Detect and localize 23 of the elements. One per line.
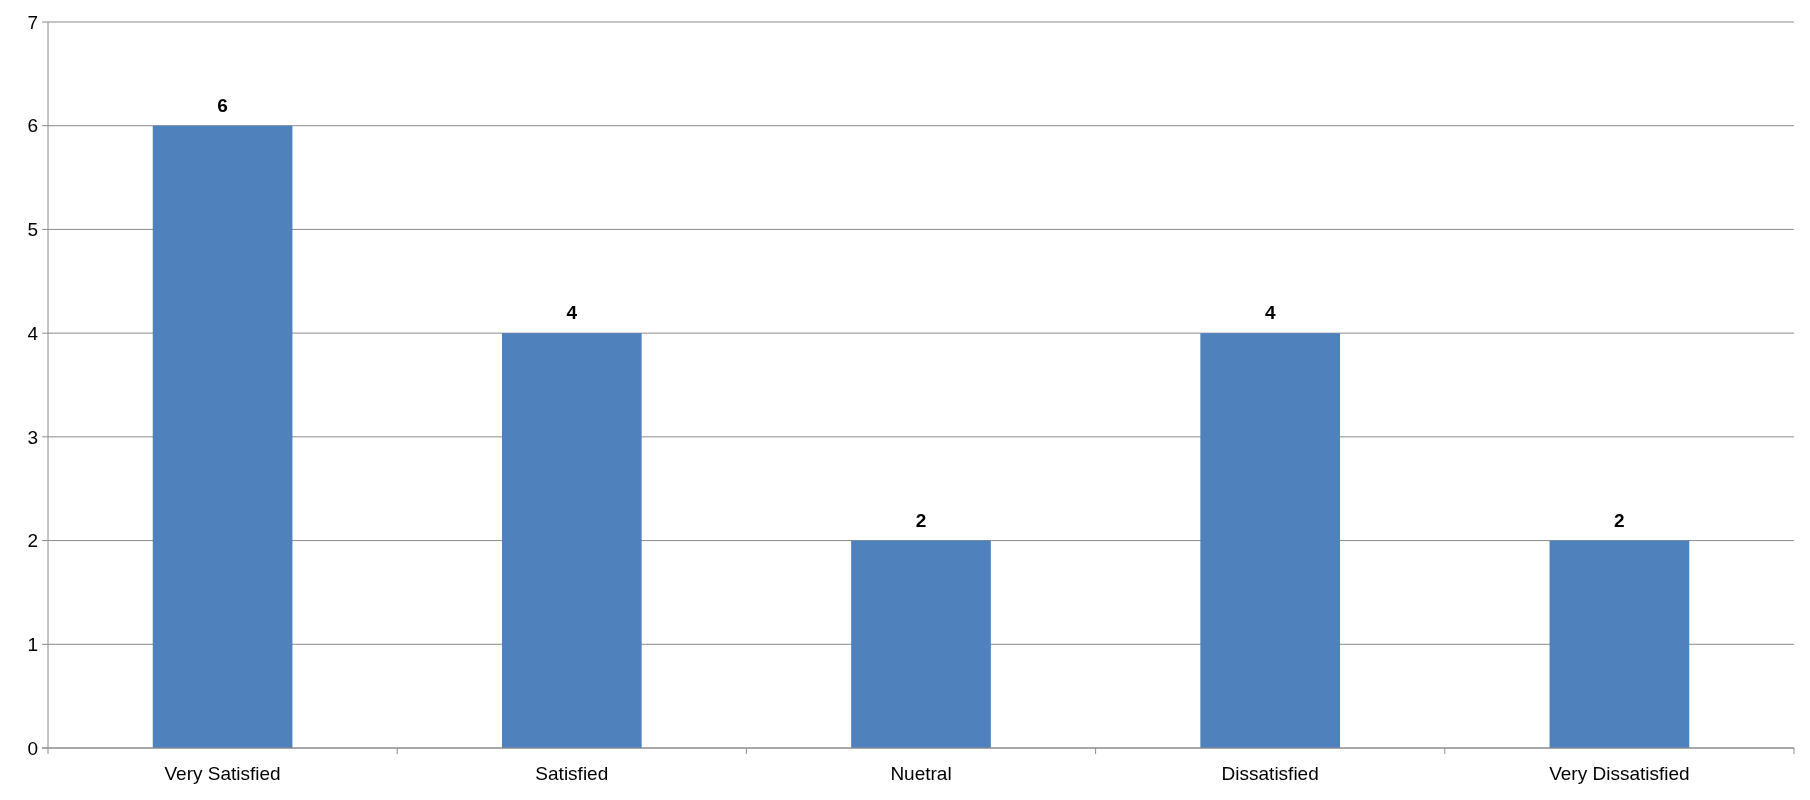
x-tick-label: Very Satisfied xyxy=(164,763,281,784)
bar xyxy=(1549,540,1690,748)
bar xyxy=(851,540,991,748)
data-label: 4 xyxy=(1264,302,1276,324)
data-label: 2 xyxy=(1614,509,1625,531)
y-tick-label: 7 xyxy=(27,11,38,33)
x-tick-label: Nuetral xyxy=(890,763,952,784)
y-tick-label: 0 xyxy=(27,737,38,759)
data-label: 6 xyxy=(217,94,228,116)
bar xyxy=(501,333,642,748)
x-tick-label: Satisfied xyxy=(535,763,609,784)
x-tick-label: Very Dissatisfied xyxy=(1549,763,1690,784)
y-tick-label: 2 xyxy=(27,530,38,552)
y-tick-label: 6 xyxy=(27,115,38,137)
bar xyxy=(1200,333,1341,748)
data-label: 4 xyxy=(566,302,578,324)
bar xyxy=(152,125,293,748)
y-tick-label: 5 xyxy=(27,219,38,241)
y-tick-label: 3 xyxy=(27,426,38,448)
y-tick-label: 1 xyxy=(27,633,38,655)
x-tick-label: Dissatisfied xyxy=(1221,763,1319,784)
y-tick-label: 4 xyxy=(27,322,39,344)
data-label: 2 xyxy=(915,509,927,531)
